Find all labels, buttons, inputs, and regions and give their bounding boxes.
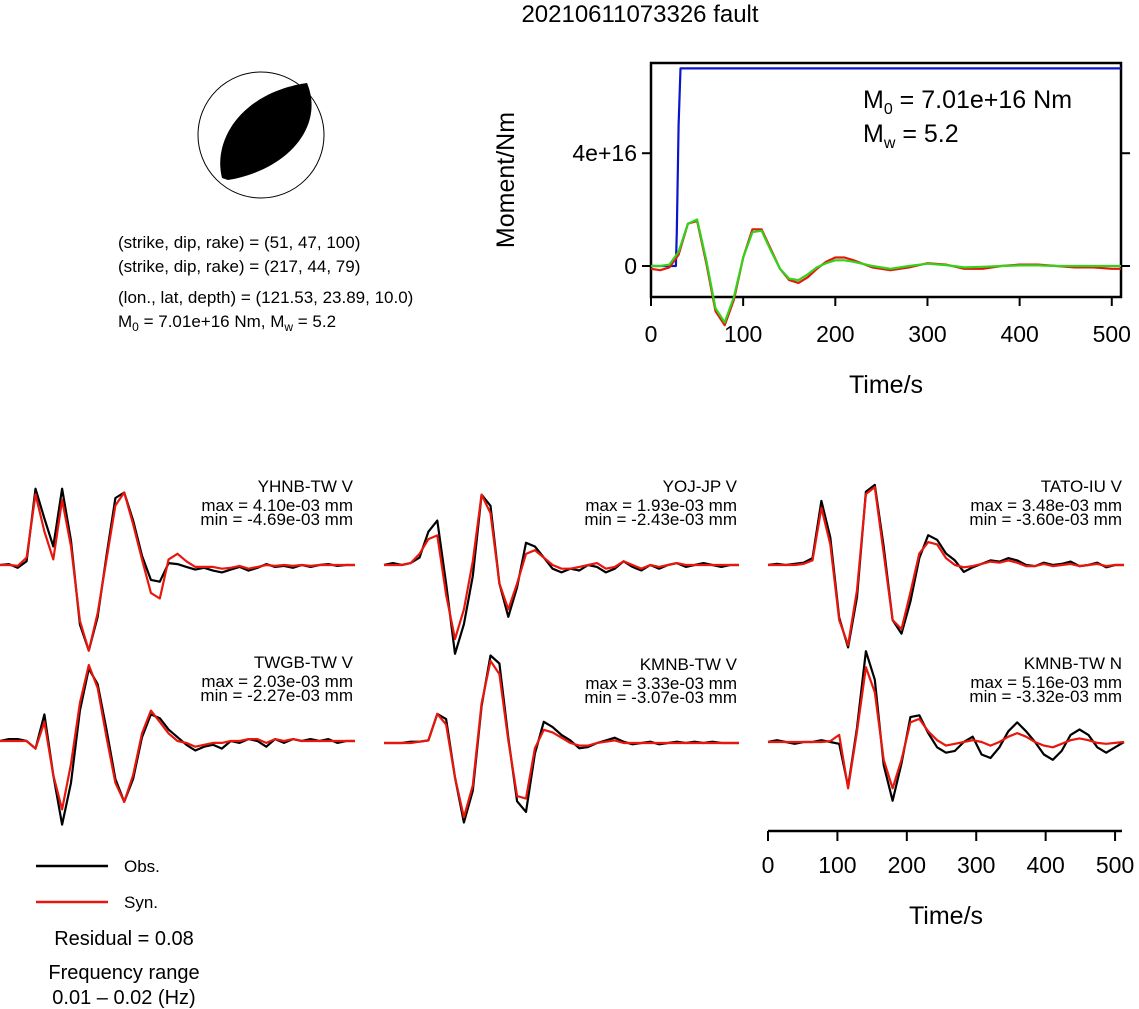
station-label: YHNB-TW V xyxy=(258,477,354,496)
beachball-compression-quadrant xyxy=(220,83,312,180)
station-min-label: min = -3.07e-03 mm xyxy=(584,688,737,707)
moment-axes: 0 100 200 300 400 500 0 4e+16 xyxy=(572,140,1131,347)
station-min-label: min = -4.69e-03 mm xyxy=(200,510,353,529)
station-min-label: min = -2.27e-03 mm xyxy=(200,686,353,705)
observed-trace xyxy=(0,487,355,652)
waveform-time-axis: 0 100 200 300 400 500 xyxy=(762,829,1134,878)
legend: Obs. Syn. xyxy=(36,857,160,912)
waveform-x-tick-label: 300 xyxy=(957,852,995,878)
moment-x-tick-label: 500 xyxy=(1093,321,1131,347)
moment-y-tick-label: 4e+16 xyxy=(572,140,637,166)
station-max-label: max = 3.48e-03 mm xyxy=(970,496,1122,515)
station-min-label: min = -2.43e-03 mm xyxy=(584,510,737,529)
station-min-label: min = -3.32e-03 mm xyxy=(969,687,1122,706)
moment-x-tick-label: 0 xyxy=(645,321,658,347)
frequency-range-title: Frequency range xyxy=(48,962,199,984)
observed-trace xyxy=(767,483,1124,649)
moment-x-tick-label: 200 xyxy=(816,321,854,347)
moment-x-tick-label: 400 xyxy=(1000,321,1038,347)
waveform-x-axis-label: Time/s xyxy=(909,902,983,930)
station-max-label: max = 2.03e-03 mm xyxy=(201,672,353,691)
moment-series-group xyxy=(650,67,1121,327)
station-max-label: max = 5.16e-03 mm xyxy=(970,673,1122,692)
waveform-x-tick-label: 100 xyxy=(818,852,856,878)
waveform-x-tick-label: 500 xyxy=(1096,852,1134,878)
station-label: TATO-IU V xyxy=(1041,477,1123,496)
station-max-label: max = 3.33e-03 mm xyxy=(585,674,737,693)
nodal-plane-1: (strike, dip, rake) = (51, 47, 100) xyxy=(118,233,360,252)
moment-annotation-mw: Mw = 5.2 xyxy=(863,120,959,152)
moment-x-tick-label: 100 xyxy=(724,321,762,347)
figure-title: 20210611073326 fault xyxy=(521,1,758,28)
station-min-label: min = -3.60e-03 mm xyxy=(969,510,1122,529)
moment-series-line-1 xyxy=(650,219,1121,327)
location-depth: (lon., lat, depth) = (121.53, 23.89, 10.… xyxy=(118,288,413,307)
moment-annotation-m0: M0 = 7.01e+16 Nm xyxy=(863,86,1072,118)
waveform-x-tick-label: 200 xyxy=(888,852,926,878)
moment-series-line-2 xyxy=(651,218,1121,324)
station-label: TWGB-TW V xyxy=(254,653,354,672)
moment-y-axis-label: Moment/Nm xyxy=(492,112,520,248)
legend-syn-label: Syn. xyxy=(124,893,158,912)
moment-x-axis-label: Time/s xyxy=(849,371,923,399)
station-label: YOJ-JP V xyxy=(663,477,738,496)
station-label: KMNB-TW V xyxy=(640,655,738,674)
moment-y-tick-label: 0 xyxy=(624,253,637,279)
moment-chart-frame xyxy=(649,61,1123,299)
legend-obs-label: Obs. xyxy=(124,857,160,876)
moment-x-tick-label: 300 xyxy=(908,321,946,347)
synthetic-trace xyxy=(0,663,355,811)
residual-text: Residual = 0.08 xyxy=(54,928,194,950)
nodal-plane-2: (strike, dip, rake) = (217, 44, 79) xyxy=(118,257,360,276)
synthetic-trace xyxy=(384,493,739,641)
synthetic-trace xyxy=(768,666,1125,790)
station-max-label: max = 4.10e-03 mm xyxy=(201,496,353,515)
synthetic-trace xyxy=(0,491,355,652)
waveform-x-tick-label: 0 xyxy=(762,852,775,878)
station-label: KMNB-TW N xyxy=(1024,654,1122,673)
moment-magnitude-line: M0 = 7.01e+16 Nm, Mw = 5.2 xyxy=(118,312,336,334)
waveform-x-tick-label: 400 xyxy=(1026,852,1064,878)
station-max-label: max = 1.93e-03 mm xyxy=(585,496,737,515)
beachball xyxy=(197,71,325,199)
frequency-range-value: 0.01 – 0.02 (Hz) xyxy=(52,987,195,1009)
synthetic-trace xyxy=(384,659,739,819)
synthetic-trace xyxy=(768,486,1124,647)
